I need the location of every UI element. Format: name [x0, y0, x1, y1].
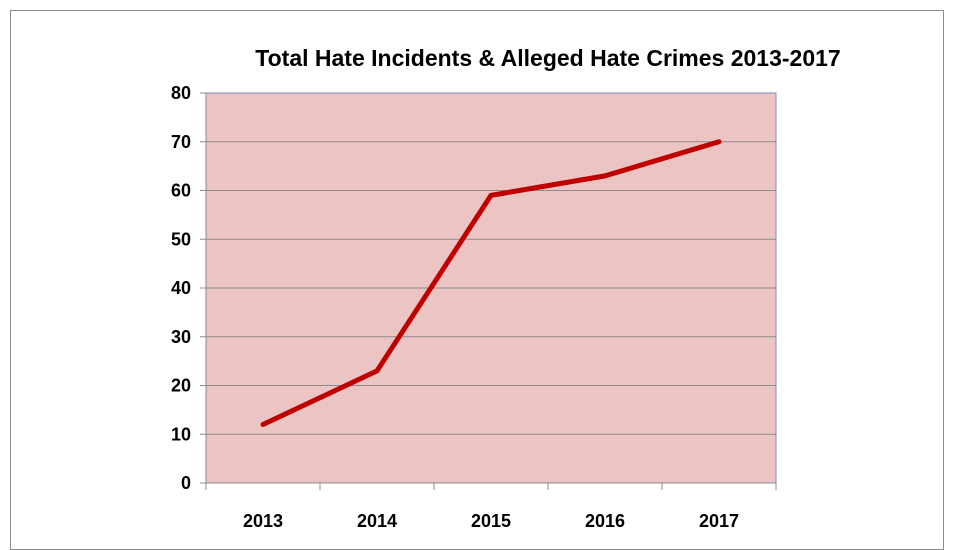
x-tick-label: 2013 — [243, 511, 283, 531]
y-tick-label: 70 — [171, 132, 191, 152]
data-point — [603, 173, 607, 178]
x-tick-label: 2014 — [357, 511, 397, 531]
data-point — [375, 368, 379, 373]
y-tick-label: 10 — [171, 424, 191, 444]
x-tick-label: 2017 — [699, 511, 739, 531]
y-tick-label: 80 — [171, 83, 191, 103]
y-tick-label: 50 — [171, 229, 191, 249]
line-chart: Total Hate Incidents & Alleged Hate Crim… — [171, 45, 841, 531]
data-point — [261, 422, 265, 427]
x-tick-label: 2016 — [585, 511, 625, 531]
data-point — [717, 139, 721, 144]
data-point — [489, 193, 493, 198]
chart-title: Total Hate Incidents & Alleged Hate Crim… — [255, 45, 840, 71]
y-tick-label: 40 — [171, 278, 191, 298]
y-tick-label: 0 — [181, 473, 191, 493]
x-tick-label: 2015 — [471, 511, 511, 531]
y-tick-label: 60 — [171, 181, 191, 201]
y-tick-label: 20 — [171, 376, 191, 396]
y-tick-label: 30 — [171, 327, 191, 347]
